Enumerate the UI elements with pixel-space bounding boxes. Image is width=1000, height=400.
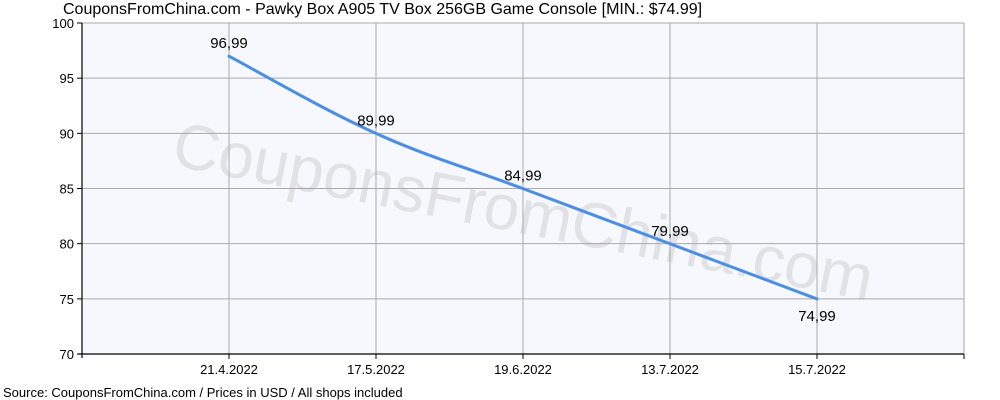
- x-tick-label: 21.4.2022: [200, 362, 258, 377]
- data-label: 74,99: [798, 308, 836, 325]
- axes: [78, 23, 964, 358]
- source-note: Source: CouponsFromChina.com / Prices in…: [3, 385, 403, 400]
- price-line: [227, 54, 819, 301]
- chart-title: CouponsFromChina.com - Pawky Box A905 TV…: [63, 1, 703, 18]
- data-labels: 96,99 89,99 84,99 79,99 74,99: [210, 35, 836, 325]
- y-axis-ticks: 70 75 80 85 90 95 100: [52, 16, 82, 362]
- y-tick-label: 70: [60, 347, 74, 362]
- y-tick-label: 85: [60, 182, 74, 197]
- data-label: 79,99: [651, 223, 689, 240]
- y-tick-label: 75: [60, 292, 74, 307]
- data-label: 89,99: [357, 112, 395, 129]
- data-label: 84,99: [504, 168, 542, 185]
- x-axis-ticks: 21.4.2022 17.5.2022 19.6.2022 13.7.2022 15.7…: [200, 354, 965, 377]
- y-tick-label: 80: [60, 237, 74, 252]
- y-tick-label: 90: [60, 126, 74, 141]
- x-tick-label: 15.7.2022: [788, 362, 846, 377]
- x-tick-label: 17.5.2022: [347, 362, 405, 377]
- data-label: 96,99: [210, 35, 248, 52]
- y-tick-label: 95: [60, 71, 74, 86]
- y-tick-label: 100: [52, 16, 74, 31]
- x-tick-label: 19.6.2022: [494, 362, 552, 377]
- x-tick-label: 13.7.2022: [641, 362, 699, 377]
